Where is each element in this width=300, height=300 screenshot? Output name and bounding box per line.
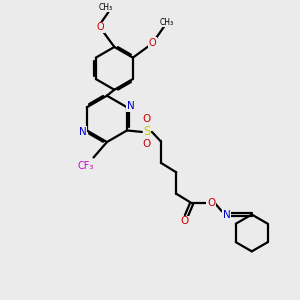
- Text: CH₃: CH₃: [99, 3, 113, 12]
- Text: O: O: [181, 216, 189, 226]
- Text: O: O: [143, 115, 151, 124]
- Text: N: N: [127, 101, 135, 111]
- Text: S: S: [143, 125, 151, 138]
- Text: O: O: [143, 140, 151, 149]
- Text: N: N: [79, 127, 87, 136]
- Text: N: N: [223, 209, 230, 220]
- Text: CF₃: CF₃: [77, 161, 94, 171]
- Text: O: O: [149, 38, 156, 48]
- Text: CH₃: CH₃: [160, 17, 174, 26]
- Text: O: O: [97, 22, 104, 32]
- Text: O: O: [207, 198, 215, 208]
